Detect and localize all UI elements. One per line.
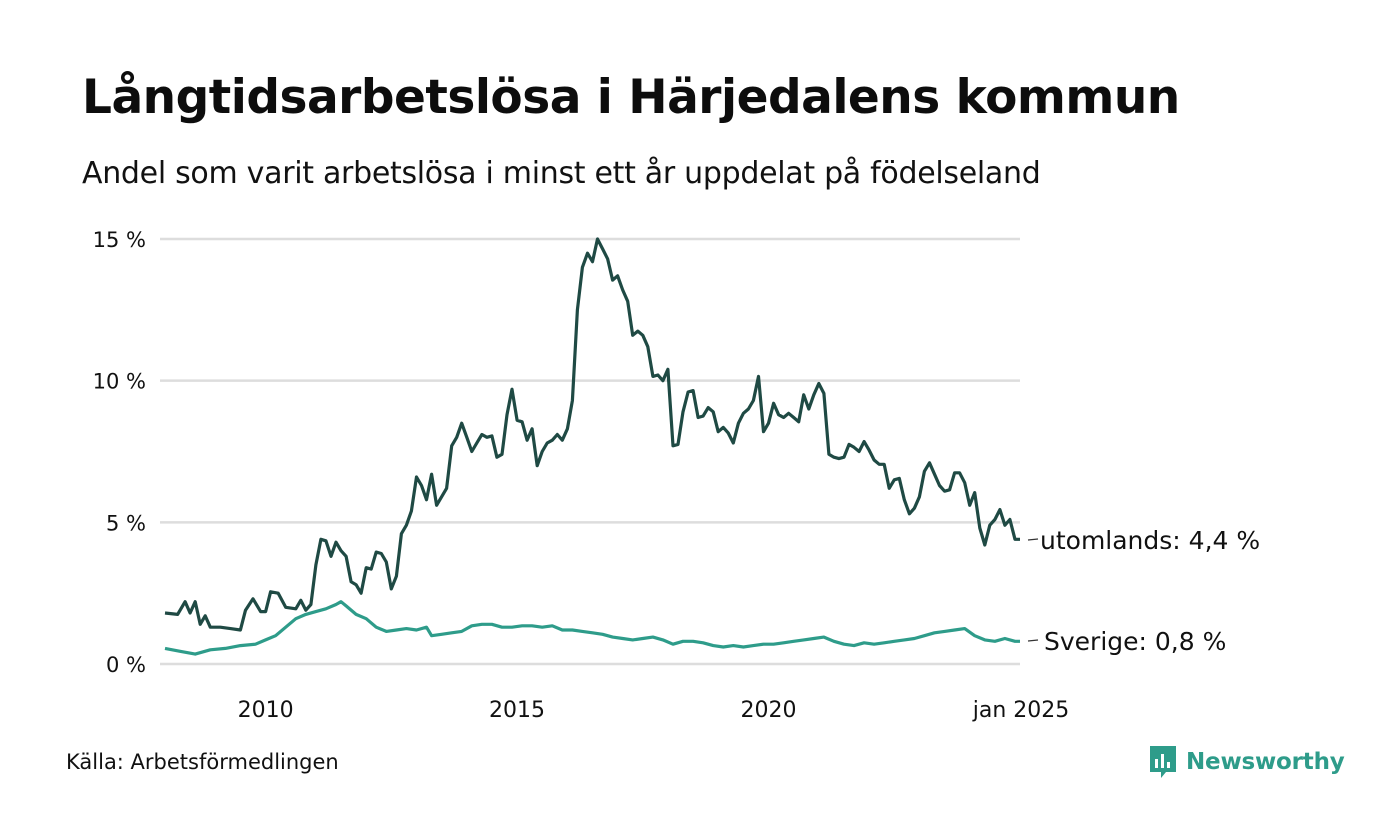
y-tick-label: 15 %: [93, 228, 146, 252]
source-note: Källa: Arbetsförmedlingen: [66, 750, 339, 774]
x-axis-ticks: 2010 2015 2020 jan 2025: [238, 698, 1070, 723]
end-label-connector: [1027, 639, 1039, 642]
x-tick-label: 2010: [238, 698, 294, 723]
chart-title: Långtidsarbetslösa i Härjedalens kommun: [82, 70, 1180, 125]
x-tick-label: 2015: [489, 698, 545, 723]
y-axis-ticks: 0 % 5 % 10 % 15 %: [93, 228, 146, 677]
y-tick-label: 10 %: [93, 370, 146, 394]
newsworthy-logo-icon: [1150, 746, 1176, 778]
brand-name: Newsworthy: [1186, 749, 1345, 775]
end-label-sverige: Sverige: 0,8 %: [1044, 627, 1226, 656]
x-tick-label: jan 2025: [972, 698, 1070, 723]
series-line-utomlands: [164, 237, 1020, 632]
chart-subtitle: Andel som varit arbetslösa i minst ett å…: [82, 156, 1041, 191]
y-tick-label: 5 %: [106, 511, 146, 535]
y-tick-label: 0 %: [106, 653, 146, 677]
end-label-utomlands: utomlands: 4,4 %: [1040, 526, 1260, 555]
end-label-connector: [1027, 538, 1039, 541]
end-labels: utomlands: 4,4 % Sverige: 0,8 %: [1027, 526, 1260, 656]
brand-logo: Newsworthy: [1148, 744, 1345, 780]
x-tick-label: 2020: [741, 698, 797, 723]
series-line-sverige: [164, 600, 1020, 656]
grid-lines: [160, 237, 1020, 666]
series-lines: [164, 237, 1020, 656]
